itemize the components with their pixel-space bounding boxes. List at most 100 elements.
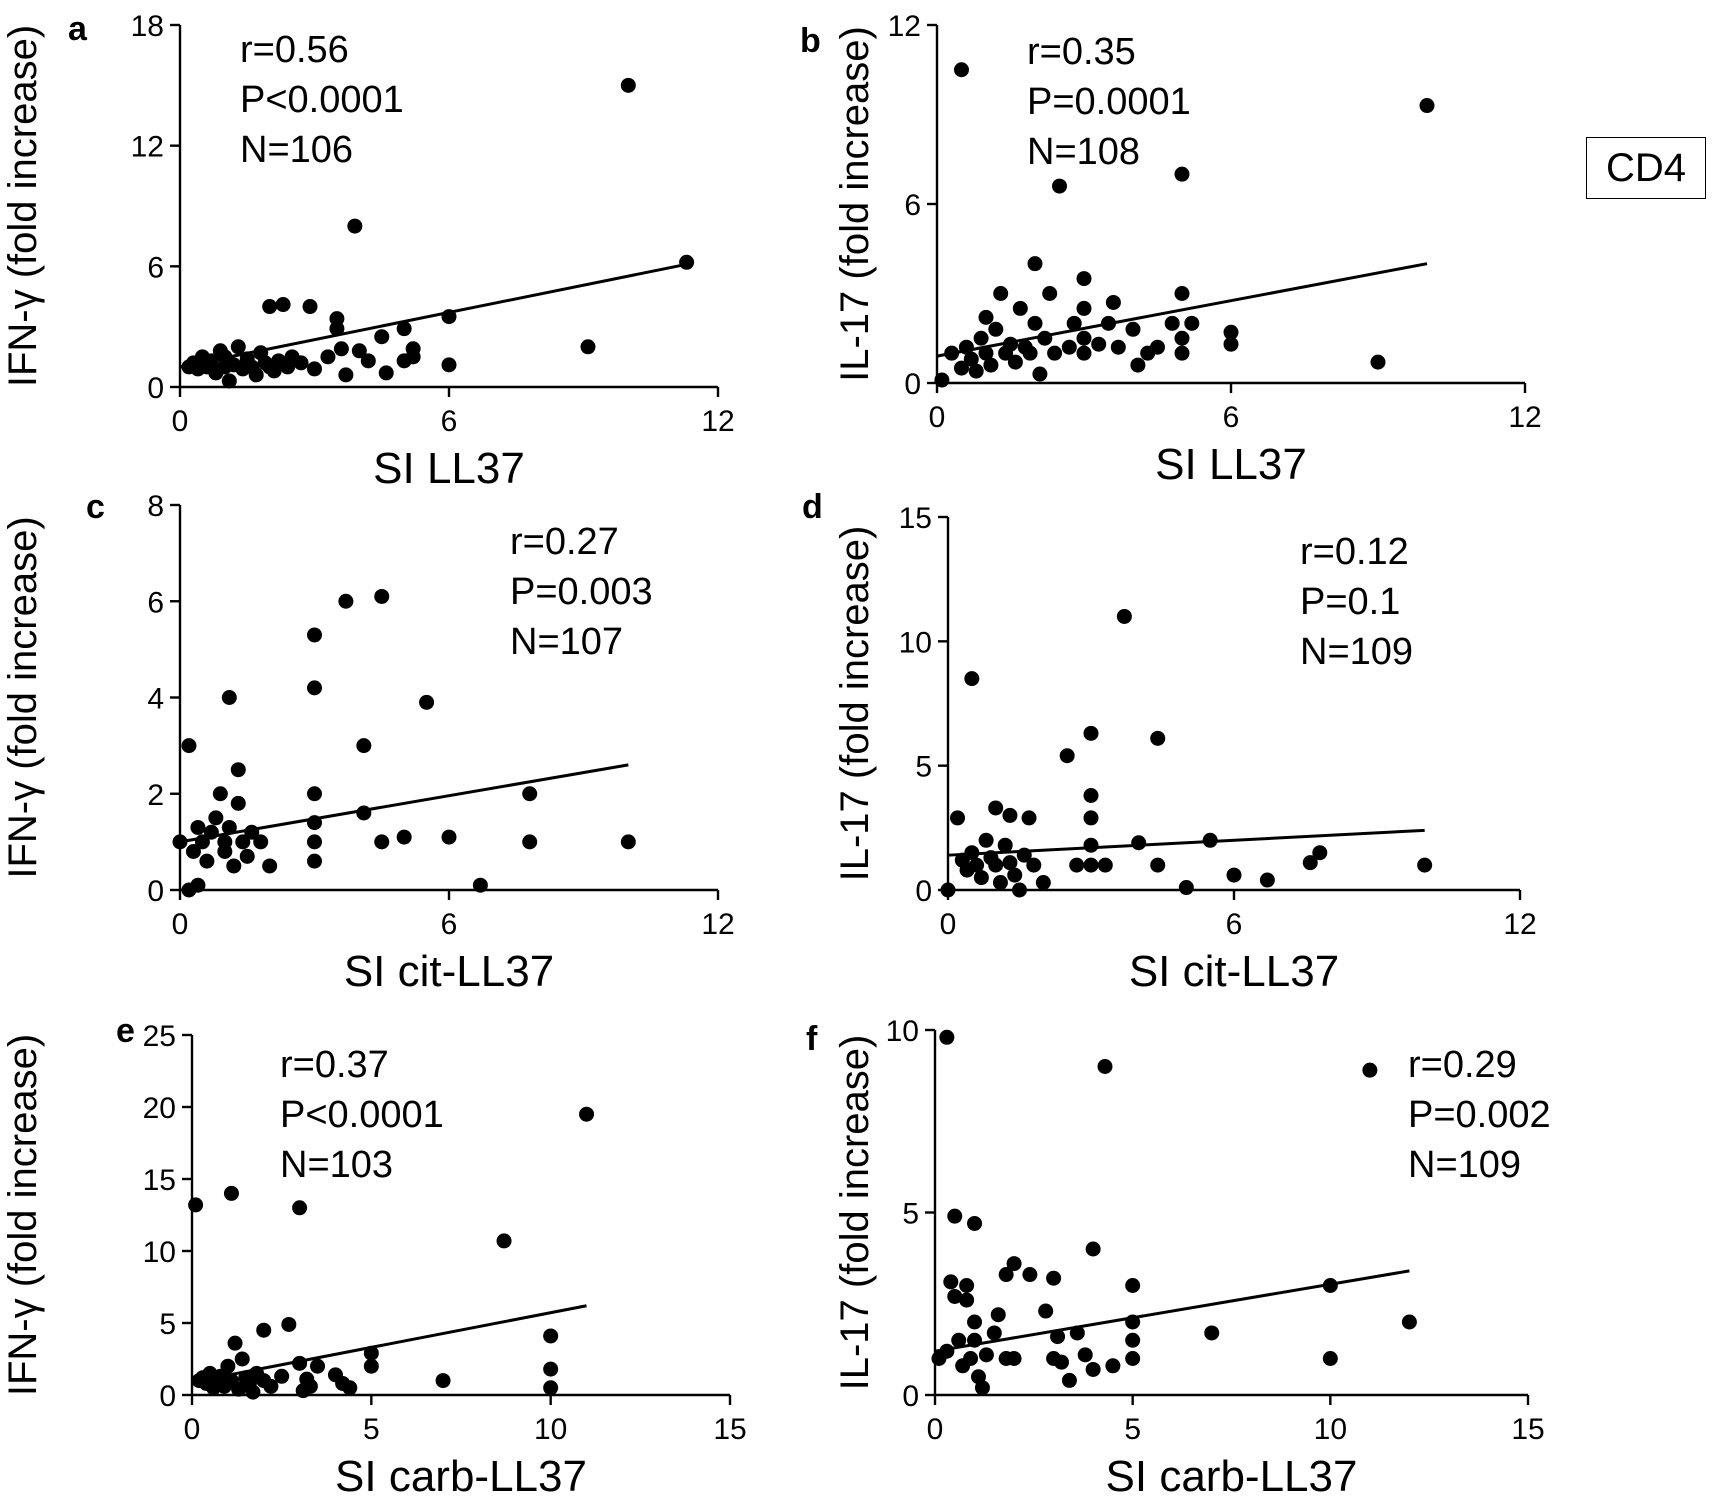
data-point — [978, 1347, 994, 1363]
data-point — [1076, 271, 1092, 287]
data-point — [194, 834, 210, 850]
data-point — [1150, 730, 1166, 746]
data-point — [363, 1345, 379, 1361]
data-point — [969, 857, 985, 873]
data-point — [1069, 857, 1085, 873]
data-point — [543, 1328, 559, 1344]
data-point — [1054, 1354, 1070, 1370]
data-point — [248, 367, 264, 383]
stat-annotation: r=0.29 — [1408, 1044, 1517, 1086]
x-tick-label: 15 — [1511, 1413, 1544, 1446]
data-point — [679, 254, 695, 270]
panel-letter: c — [86, 488, 105, 526]
data-point — [1097, 1059, 1113, 1074]
data-point — [1312, 845, 1328, 861]
data-point — [1302, 855, 1318, 871]
panel-letter: f — [806, 1020, 818, 1058]
data-point — [307, 361, 322, 377]
y-tick-label: 6 — [147, 586, 164, 619]
data-point — [959, 1292, 975, 1308]
panel-b: 0 6 12 0 6 12 SI LL37 IL-17 (fold increase) b r=0… — [800, 10, 1542, 489]
y-tick-label: 5 — [915, 751, 932, 784]
data-point — [1091, 336, 1107, 352]
data-point — [220, 1358, 236, 1374]
y-tick-label: 5 — [902, 1198, 919, 1231]
data-point — [274, 1368, 290, 1384]
y-tick-label: 25 — [143, 1020, 176, 1053]
data-point — [1125, 1314, 1141, 1330]
data-point — [188, 1197, 204, 1213]
data-point — [1059, 748, 1075, 764]
data-point — [302, 299, 318, 315]
data-point — [347, 218, 363, 234]
x-tick-label: 5 — [363, 1413, 380, 1446]
data-point — [221, 690, 237, 705]
data-point — [963, 1351, 979, 1366]
data-point — [1002, 807, 1018, 823]
data-point — [1105, 1358, 1121, 1374]
data-point — [275, 297, 291, 313]
data-point — [1083, 810, 1099, 826]
data-point — [1042, 286, 1058, 301]
data-point — [992, 875, 1008, 891]
data-point — [1226, 867, 1242, 883]
x-tick-label: 0 — [940, 908, 957, 941]
data-point — [978, 832, 994, 848]
data-point — [320, 349, 336, 365]
data-point — [968, 363, 984, 379]
y-tick-label: 10 — [899, 626, 932, 659]
data-point — [262, 299, 278, 315]
data-point — [1027, 256, 1043, 272]
panel-c: 0 2 4 6 8 0 6 12 SI cit-LL37 IFN-γ (fold increase… — [1, 488, 735, 996]
stat-annotation: N=106 — [240, 129, 353, 171]
data-point — [496, 1233, 512, 1249]
data-point — [1259, 872, 1275, 888]
stat-annotation: P=0.0001 — [1027, 81, 1191, 123]
data-point — [1076, 300, 1092, 316]
data-point — [988, 800, 1004, 816]
data-point — [441, 309, 457, 325]
data-point — [993, 286, 1009, 301]
data-point — [1130, 357, 1146, 373]
data-point — [620, 834, 636, 850]
data-point — [221, 819, 237, 835]
data-point — [363, 1358, 379, 1374]
data-point — [1027, 315, 1043, 331]
data-point — [522, 834, 538, 850]
data-point — [1052, 178, 1067, 194]
y-tick-label: 10 — [143, 1236, 176, 1269]
data-point — [947, 1288, 963, 1304]
data-point — [998, 1267, 1014, 1283]
stat-annotation: N=103 — [280, 1144, 393, 1186]
data-point — [1016, 847, 1032, 863]
x-axis-label: SI LL37 — [373, 444, 525, 493]
y-tick-label: 0 — [147, 875, 164, 908]
data-point — [1007, 354, 1023, 370]
data-point — [1037, 330, 1053, 346]
data-point — [190, 877, 206, 893]
data-point — [230, 795, 246, 811]
data-point — [405, 349, 421, 365]
stat-annotation: P<0.0001 — [240, 79, 404, 121]
stat-annotation: r=0.56 — [240, 29, 349, 71]
data-point — [1417, 857, 1433, 873]
data-point — [227, 1335, 243, 1351]
stat-annotation: r=0.12 — [1300, 531, 1409, 573]
x-axis-label: SI cit-LL37 — [344, 947, 554, 996]
data-point — [954, 360, 969, 376]
stat-annotation: P=0.002 — [1408, 1094, 1551, 1136]
data-point — [203, 353, 219, 369]
y-tick-label: 10 — [886, 1015, 919, 1048]
data-point — [1012, 882, 1027, 898]
data-point — [522, 786, 538, 802]
data-point — [338, 367, 354, 383]
data-point — [351, 343, 367, 359]
data-point — [281, 1316, 297, 1332]
data-point — [1174, 166, 1190, 182]
stat-annotation: N=109 — [1300, 631, 1413, 673]
data-point — [934, 372, 950, 388]
data-point — [1174, 345, 1190, 361]
data-point — [333, 341, 349, 357]
data-point — [256, 1322, 272, 1338]
y-axis-label: IFN-γ (fold increase) — [1, 516, 45, 878]
